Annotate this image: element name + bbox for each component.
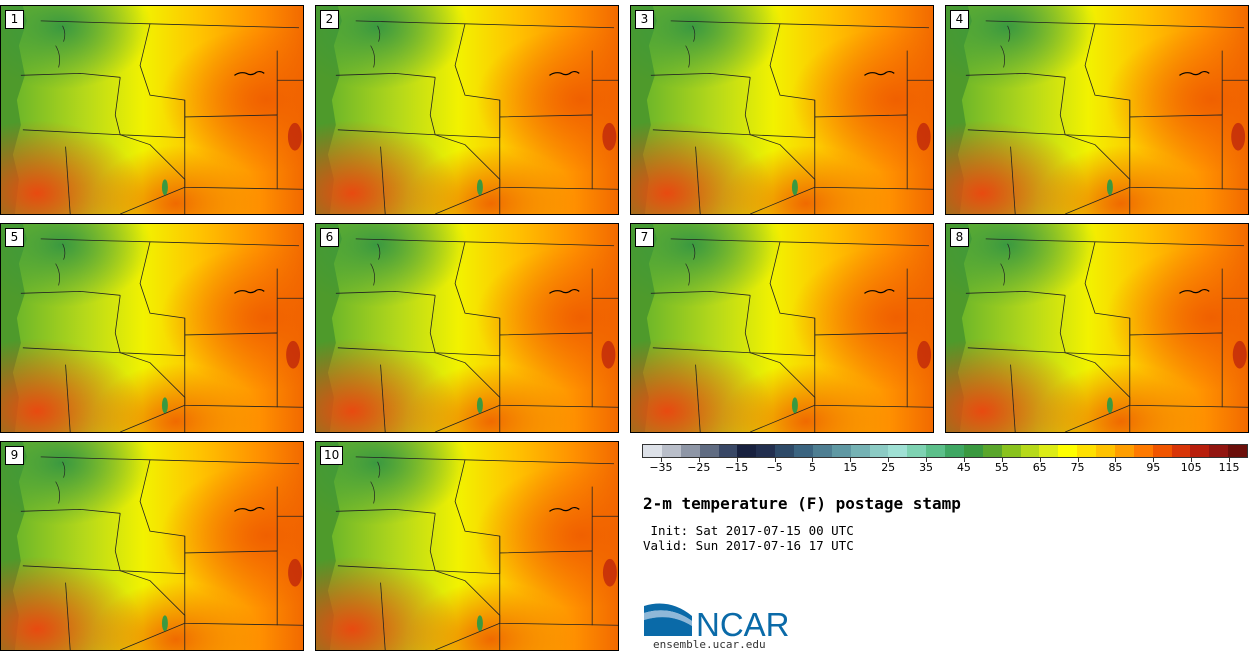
- colorbar-swatch: [831, 445, 851, 457]
- colorbar-swatch: [775, 445, 794, 457]
- colorbar-swatch: [680, 445, 700, 457]
- colorbar-tick-label: −25: [687, 461, 711, 474]
- colorbar-swatch: [945, 445, 964, 457]
- colorbar-tick: [736, 458, 738, 462]
- colorbar-tick-label: 55: [994, 461, 1009, 474]
- colorbar-swatch: [1001, 445, 1021, 457]
- member-number-label: 4: [950, 10, 969, 29]
- colorbar-swatch: [850, 445, 870, 457]
- colorbar-tick-label: −35: [649, 461, 673, 474]
- ncar-wordmark: NCAR: [696, 606, 790, 640]
- colorbar-tick-label: −5: [766, 461, 783, 474]
- colorbar-swatch: [1020, 445, 1040, 457]
- colorbar-tick: [850, 458, 852, 462]
- valid-time: Valid: Sun 2017-07-16 17 UTC: [643, 538, 854, 553]
- member-number-label: 9: [5, 446, 24, 465]
- colorbar-swatch: [1133, 445, 1153, 457]
- colorbar-tick: [698, 458, 700, 462]
- colorbar-swatch: [1058, 445, 1078, 457]
- colorbar-tick: [1229, 458, 1231, 462]
- member-number-label: 1: [5, 10, 24, 29]
- member-panel-2: 2: [315, 5, 619, 215]
- colorbar-swatch: [926, 445, 945, 457]
- colorbar-tick: [888, 458, 890, 462]
- colorbar-swatch: [756, 445, 776, 457]
- colorbar-swatch: [812, 445, 832, 457]
- colorbar-tick: [963, 458, 965, 462]
- logo-url: ensemble.ucar.edu: [653, 638, 766, 651]
- member-panel-9: 9: [0, 441, 304, 651]
- colorbar-swatch: [869, 445, 889, 457]
- member-panel-8: 8: [945, 223, 1249, 433]
- colorbar-swatch: [661, 445, 681, 457]
- colorbar-swatch: [1039, 445, 1059, 457]
- colorbar-tick: [1191, 458, 1193, 462]
- colorbar-tick: [1077, 458, 1079, 462]
- member-number-label: 8: [950, 228, 969, 247]
- colorbar-swatch: [1096, 445, 1115, 457]
- colorbar-swatch: [1209, 445, 1229, 457]
- colorbar-tick-label: 25: [881, 461, 896, 474]
- colorbar-swatch: [888, 445, 908, 457]
- member-number-label: 7: [635, 228, 654, 247]
- colorbar-tick-label: 115: [1218, 461, 1240, 474]
- colorbar-tick: [812, 458, 814, 462]
- init-time: Init: Sat 2017-07-15 00 UTC: [650, 523, 854, 538]
- member-number-label: 3: [635, 10, 654, 29]
- colorbar-tick-label: 85: [1108, 461, 1123, 474]
- colorbar-tick: [926, 458, 928, 462]
- member-number-label: 10: [320, 446, 344, 465]
- colorbar-swatch: [718, 445, 738, 457]
- colorbar-tick: [660, 458, 662, 462]
- colorbar-swatch: [737, 445, 757, 457]
- temperature-colorbar: [642, 444, 1248, 458]
- colorbar-swatch: [1114, 445, 1134, 457]
- colorbar-tick-label: 65: [1032, 461, 1047, 474]
- member-panel-5: 5: [0, 223, 304, 433]
- member-number-label: 6: [320, 228, 339, 247]
- colorbar-tick-label: 35: [919, 461, 934, 474]
- chart-title: 2-m temperature (F) postage stamp: [643, 494, 961, 513]
- colorbar-swatch: [1171, 445, 1191, 457]
- colorbar-swatch: [643, 445, 662, 457]
- colorbar-swatch: [1077, 445, 1096, 457]
- member-number-label: 5: [5, 228, 24, 247]
- member-panel-4: 4: [945, 5, 1249, 215]
- colorbar-tick-label: 15: [843, 461, 858, 474]
- colorbar-tick: [1153, 458, 1155, 462]
- colorbar-tick: [1115, 458, 1117, 462]
- colorbar-tick-label: 105: [1180, 461, 1202, 474]
- colorbar-swatch: [963, 445, 983, 457]
- colorbar-tick: [1039, 458, 1041, 462]
- ncar-logo: NCAR: [642, 596, 792, 643]
- colorbar-tick-label: −15: [725, 461, 749, 474]
- colorbar-swatch: [1152, 445, 1172, 457]
- member-panel-1: 1: [0, 5, 304, 215]
- member-panel-7: 7: [630, 223, 934, 433]
- colorbar-tick-label: 45: [956, 461, 971, 474]
- colorbar-swatch: [907, 445, 927, 457]
- colorbar-swatch: [699, 445, 719, 457]
- colorbar-tick: [774, 458, 776, 462]
- colorbar-tick-label: 95: [1146, 461, 1161, 474]
- colorbar-tick-label: 5: [808, 461, 816, 474]
- colorbar-swatch: [982, 445, 1002, 457]
- colorbar-tick: [1001, 458, 1003, 462]
- member-panel-6: 6: [315, 223, 619, 433]
- member-panel-3: 3: [630, 5, 934, 215]
- member-number-label: 2: [320, 10, 339, 29]
- colorbar-tick-label: 75: [1070, 461, 1085, 474]
- colorbar-ticks: −35 −25 −15 −5 5 15 25 35 45 55 65 75 85 95 105 115: [642, 458, 1248, 478]
- colorbar-swatch: [1190, 445, 1210, 457]
- member-panel-10: 10: [315, 441, 619, 651]
- colorbar-swatch: [1228, 445, 1247, 457]
- colorbar-swatch: [794, 445, 813, 457]
